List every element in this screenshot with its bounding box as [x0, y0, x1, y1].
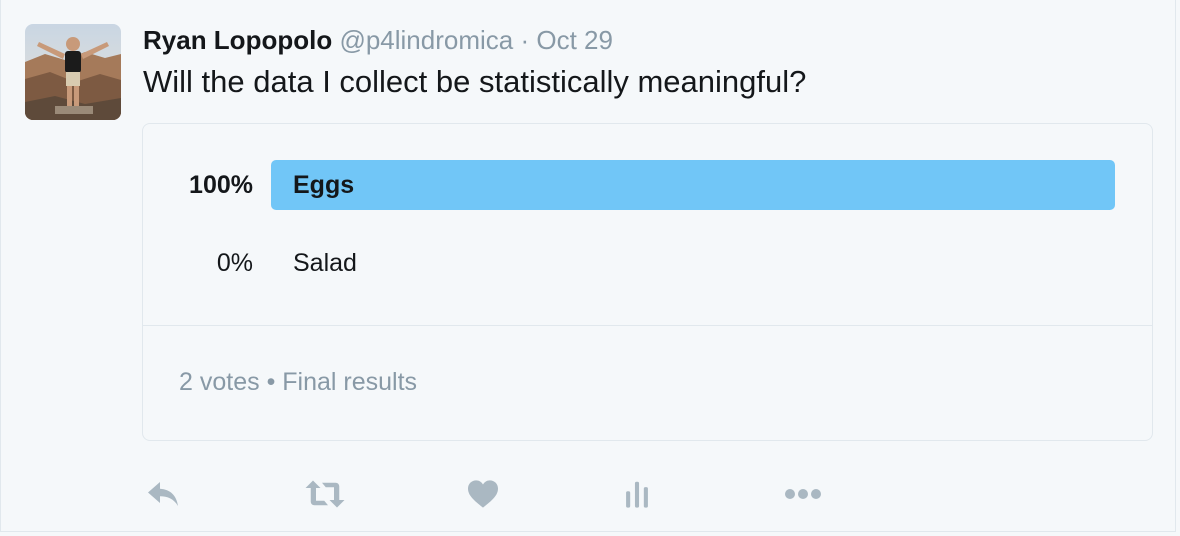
poll-card: 100% Eggs 0% Salad 2 votes • Final resul…: [142, 123, 1153, 441]
poll-bar-fill: [271, 160, 1115, 210]
retweet-button[interactable]: [303, 474, 347, 514]
avatar[interactable]: [25, 24, 121, 120]
analytics-button[interactable]: [615, 474, 659, 514]
poll-footer-separator: •: [266, 368, 276, 396]
poll-choice-label: Eggs: [293, 171, 355, 199]
header-separator: ·: [520, 25, 530, 55]
tweet-date[interactable]: Oct 29: [536, 25, 613, 55]
poll-choice-salad: 0% Salad: [143, 238, 1152, 288]
poll-choice-percent: 0%: [216, 249, 253, 277]
tweet-text: Will the data I collect be statistically…: [143, 64, 807, 99]
reply-icon: [148, 482, 178, 506]
poll-footer: 2 votes • Final results: [179, 364, 417, 400]
poll-choice-label: Salad: [293, 249, 357, 277]
poll-divider: [143, 325, 1152, 326]
like-button[interactable]: [461, 474, 505, 514]
more-dots-icon: [785, 489, 821, 499]
tweet-actions: [141, 474, 841, 514]
poll-choice-percent: 100%: [189, 171, 253, 199]
retweet-icon: [305, 480, 345, 508]
author-name[interactable]: Ryan Lopopolo: [143, 25, 333, 55]
poll-status: Final results: [282, 368, 418, 396]
bar-chart-icon: [626, 481, 648, 508]
avatar-photo: [25, 24, 121, 120]
more-button[interactable]: [781, 474, 825, 514]
poll-votes: 2 votes: [179, 368, 260, 396]
poll-bar-track: [271, 160, 1115, 210]
reply-button[interactable]: [141, 474, 185, 514]
poll-bar-track: [271, 238, 1115, 288]
tweet-header: Ryan Lopopolo @p4lindromica · Oct 29: [143, 26, 613, 54]
author-handle[interactable]: @p4lindromica: [339, 25, 514, 55]
heart-icon: [468, 480, 498, 508]
poll-choice-eggs: 100% Eggs: [143, 160, 1152, 210]
